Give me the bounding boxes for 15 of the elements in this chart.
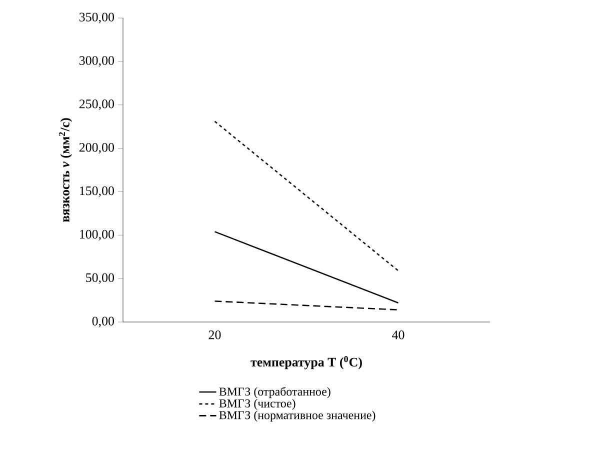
y-tick-label: 200,00 <box>79 142 114 154</box>
legend-label: ВМГЗ (чистое) <box>219 399 296 410</box>
x-axis-title: температура T ($^{0}$C) <box>250 356 362 370</box>
y-axis-title: вязкость ν (мм$^{2}$/с) <box>58 118 72 222</box>
y-tick-label: 350,00 <box>80 12 114 24</box>
x-tick-label: 40 <box>392 330 404 340</box>
y-tick-label: 100,00 <box>80 230 114 240</box>
y-tick-label: 300,00 <box>80 56 114 67</box>
y-tick-label: 150,00 <box>80 186 114 198</box>
legend-label: ВМГЗ (нормативное значение) <box>219 410 376 422</box>
y-tick-label: 250,00 <box>79 100 114 110</box>
y-tick-label: 50,00 <box>86 273 114 284</box>
legend-label: ВМГЗ (отработанное) <box>219 386 330 398</box>
x-tick-label: 20 <box>208 330 221 340</box>
y-tick-label: 0,00 <box>92 316 114 328</box>
